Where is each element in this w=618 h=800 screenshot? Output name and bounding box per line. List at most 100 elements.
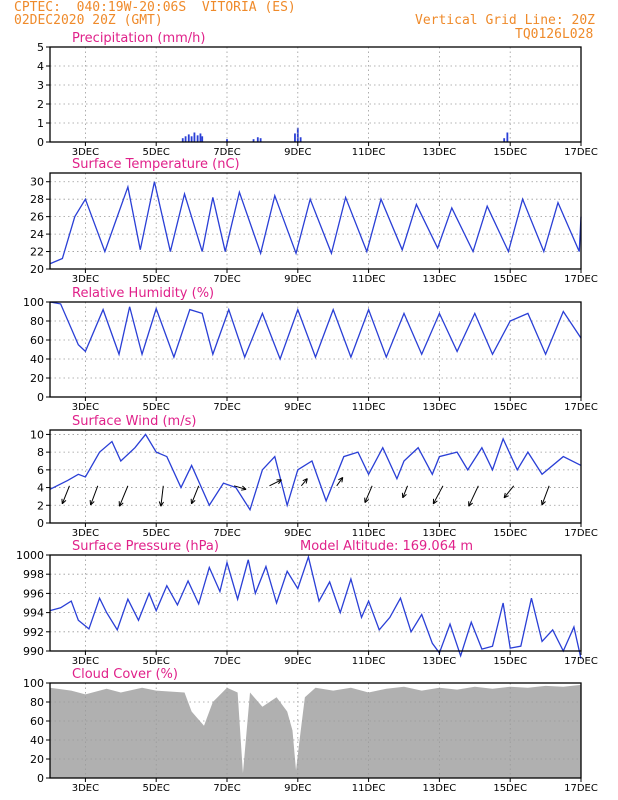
rh-title: Relative Humidity (%) [72,286,214,301]
precip-frame [49,46,582,143]
pres-xtick-label: 3DEC [72,656,99,667]
model-id: TQ0126L028 [515,27,594,42]
temp-ytick-label: 28 [30,193,44,206]
temp-xtick-label: 5DEC [143,274,170,285]
precip-bar [503,138,506,142]
wind-xtick-label: 13DEC [423,528,457,539]
rh-xtick-label: 9DEC [284,402,311,413]
pres-xtick-label: 7DEC [213,656,240,667]
precip-panel [46,46,582,146]
temp-panel [46,172,582,273]
precip-xtick-label: 9DEC [284,147,311,158]
cloud-xtick-label: 3DEC [72,783,99,794]
wind-ytick-label: 0 [37,517,44,530]
precip-bar [193,132,196,142]
run-datetime: 02DEC2020 20Z (GMT) [14,13,163,28]
rh-ytick-label: 60 [30,334,44,347]
pres-ytick-label: 990 [23,645,44,658]
precip-bar [201,136,204,142]
pres-xtick-label: 11DEC [352,656,386,667]
cloud-xtick-label: 11DEC [352,783,386,794]
rh-xtick-label: 11DEC [352,402,386,413]
wind-arrow [468,485,479,507]
wind-xtick-label: 17DEC [564,528,598,539]
precip-xtick-label: 5DEC [143,147,170,158]
precip-bar [296,127,299,142]
wind-xtick-label: 5DEC [143,528,170,539]
precip-xtick-label: 3DEC [72,147,99,158]
precip-xtick-label: 17DEC [564,147,598,158]
wind-ytick-label: 8 [37,446,44,459]
wind-xtick-label: 7DEC [213,528,240,539]
temp-ytick-label: 22 [30,246,44,259]
wind-arrow [61,485,70,505]
temp-xtick-label: 7DEC [213,274,240,285]
wind-arrow [158,485,164,507]
wind-xtick-label: 15DEC [493,528,527,539]
cloud-xtick-label: 7DEC [213,783,240,794]
temp-title: Surface Temperature (nC) [72,157,240,172]
cloud-xtick-label: 5DEC [143,783,170,794]
cloud-ytick-label: 60 [30,715,44,728]
pres-title: Surface Pressure (hPa) [72,539,219,554]
pres-ytick-label: 996 [23,587,44,600]
cloud-ytick-label: 80 [30,696,44,709]
precip-xtick-label: 11DEC [352,147,386,158]
rh-xtick-label: 7DEC [213,402,240,413]
pres-series-line [49,554,582,659]
vertical-grid-note: Vertical Grid Line: 20Z [415,13,596,28]
precip-xtick-label: 13DEC [423,147,457,158]
pres-xtick-label: 15DEC [493,656,527,667]
pres-annotation: Model Altitude: 169.064 m [300,539,473,554]
rh-xtick-label: 3DEC [72,402,99,413]
wind-ytick-label: 10 [30,428,44,441]
precip-bar [259,138,262,142]
precip-bar [181,138,184,142]
cloud-title: Cloud Cover (%) [72,667,178,682]
rh-xtick-label: 17DEC [564,402,598,413]
temp-xtick-label: 13DEC [423,274,457,285]
precip-xtick-label: 7DEC [213,147,240,158]
cloud-xtick-label: 17DEC [564,783,598,794]
cloud-xtick-label: 15DEC [493,783,527,794]
pres-xtick-label: 9DEC [284,656,311,667]
pres-xtick-label: 5DEC [143,656,170,667]
pres-ytick-label: 992 [23,626,44,639]
pres-ytick-label: 1000 [16,549,44,562]
cloud-panel [46,682,582,782]
wind-arrow [401,485,409,499]
wind-xtick-label: 9DEC [284,528,311,539]
precip-ytick-label: 1 [37,117,44,130]
precip-ytick-label: 0 [37,136,44,149]
rh-xtick-label: 15DEC [493,402,527,413]
wind-arrow [233,485,247,491]
temp-xtick-label: 17DEC [564,274,598,285]
wind-arrow [89,485,99,506]
wind-series-line [49,433,582,512]
wind-arrow [336,476,344,487]
rh-xtick-label: 5DEC [143,402,170,413]
pres-frame [49,554,582,652]
rh-ytick-label: 80 [30,315,44,328]
cloud-xtick-label: 9DEC [284,783,311,794]
wind-arrow [190,485,200,505]
wind-xtick-label: 11DEC [352,528,386,539]
rh-ytick-label: 0 [37,391,44,404]
wind-panel [46,429,582,527]
wind-title: Surface Wind (m/s) [72,414,196,429]
precip-ytick-label: 3 [37,79,44,92]
wind-ytick-label: 6 [37,464,44,477]
pres-panel [46,554,582,659]
precip-bar [226,139,228,142]
precip-ytick-label: 5 [37,41,44,54]
precip-bar [184,136,187,142]
rh-frame [49,301,582,398]
rh-ytick-label: 100 [23,296,44,309]
pres-ytick-label: 998 [23,568,44,581]
cloud-ytick-label: 0 [37,772,44,785]
rh-ytick-label: 40 [30,353,44,366]
wind-arrow [540,485,550,506]
station-header: CPTEC: 040:19W-20:06S VITORIA (ES) [14,0,296,15]
precip-bar [299,137,302,142]
